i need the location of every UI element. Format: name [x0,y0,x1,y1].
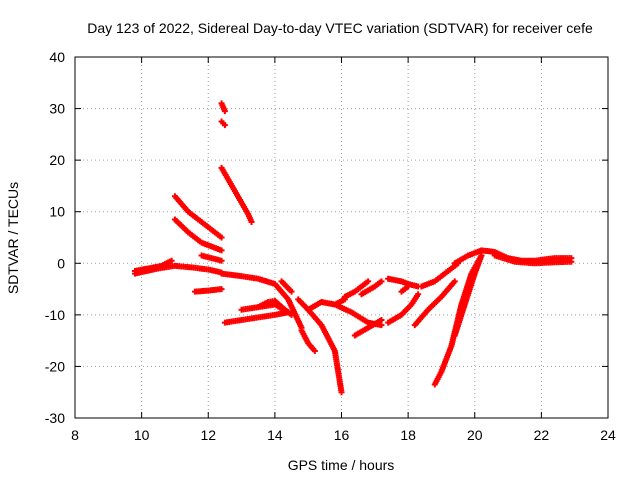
x-tick-label: 22 [534,427,550,443]
data-point [365,278,372,285]
data-point [311,347,318,354]
y-axis-label: SDTVAR / TECUs [5,182,21,294]
data-points [131,100,575,396]
axis-ticks: 8 10 12 14 16 18 20 22 24 -30 -20 -10 0 10 20 30 40 [45,49,616,443]
x-tick-label: 18 [400,427,416,443]
data-point [378,278,385,285]
chart-title: Day 123 of 2022, Sidereal Day-to-day VTE… [87,20,593,36]
data-series-track-7 [218,100,228,115]
data-series-track-3 [171,193,225,241]
data-series-track-28 [451,252,485,339]
data-series-track-9 [218,164,255,226]
data-series-track-4 [171,216,225,254]
data-series-track-20 [351,317,385,339]
data-point [221,122,228,129]
data-series-track-19 [331,301,385,329]
grid [75,57,608,418]
data-point [378,322,385,329]
x-tick-label: 24 [600,427,616,443]
data-point [288,288,295,295]
x-tick-label: 14 [267,427,283,443]
y-tick-label: 30 [49,101,65,117]
data-series-track-11 [298,327,318,354]
y-tick-label: -20 [45,358,65,374]
data-series-track-8 [218,118,228,129]
data-series-track-6 [191,286,225,295]
x-axis-label: GPS time / hours [288,457,395,473]
x-tick-label: 10 [134,427,150,443]
x-tick-label: 12 [200,427,216,443]
data-series-track-5 [198,252,225,264]
data-series-track-12 [221,309,292,326]
data-point [338,389,345,396]
data-series-track-2 [131,262,225,277]
data-point [221,108,228,115]
x-tick-label: 8 [71,427,79,443]
y-tick-label: -10 [45,307,65,323]
y-tick-label: 40 [49,49,65,65]
data-series-track-18 [341,278,372,300]
data-series-track-24 [398,283,412,295]
data-series-track-15 [278,278,295,295]
data-point [451,278,458,285]
data-series-track-25 [411,278,458,329]
data-point [168,257,175,264]
data-series-track-23 [385,291,422,326]
data-point [218,257,225,264]
y-tick-label: 20 [49,152,65,168]
data-point [405,283,412,290]
data-point [218,286,225,293]
data-point [248,219,255,226]
data-series-track-26 [418,260,462,290]
data-series-track-17 [305,306,345,396]
data-series-track-30 [491,252,575,267]
data-point [478,252,485,259]
data-series-track-10 [218,270,305,331]
data-point [288,311,295,318]
plot-frame [74,56,609,419]
y-tick-label: 0 [57,255,65,271]
x-tick-label: 16 [334,427,350,443]
x-tick-label: 20 [467,427,483,443]
data-series-track-14 [255,297,295,318]
data-point [568,258,575,265]
y-tick-label: -30 [45,410,65,426]
data-point [378,317,385,324]
data-point [415,291,422,298]
data-point [218,234,225,241]
data-point [218,247,225,254]
y-tick-label: 10 [49,204,65,220]
data-series-track-21 [358,278,385,298]
